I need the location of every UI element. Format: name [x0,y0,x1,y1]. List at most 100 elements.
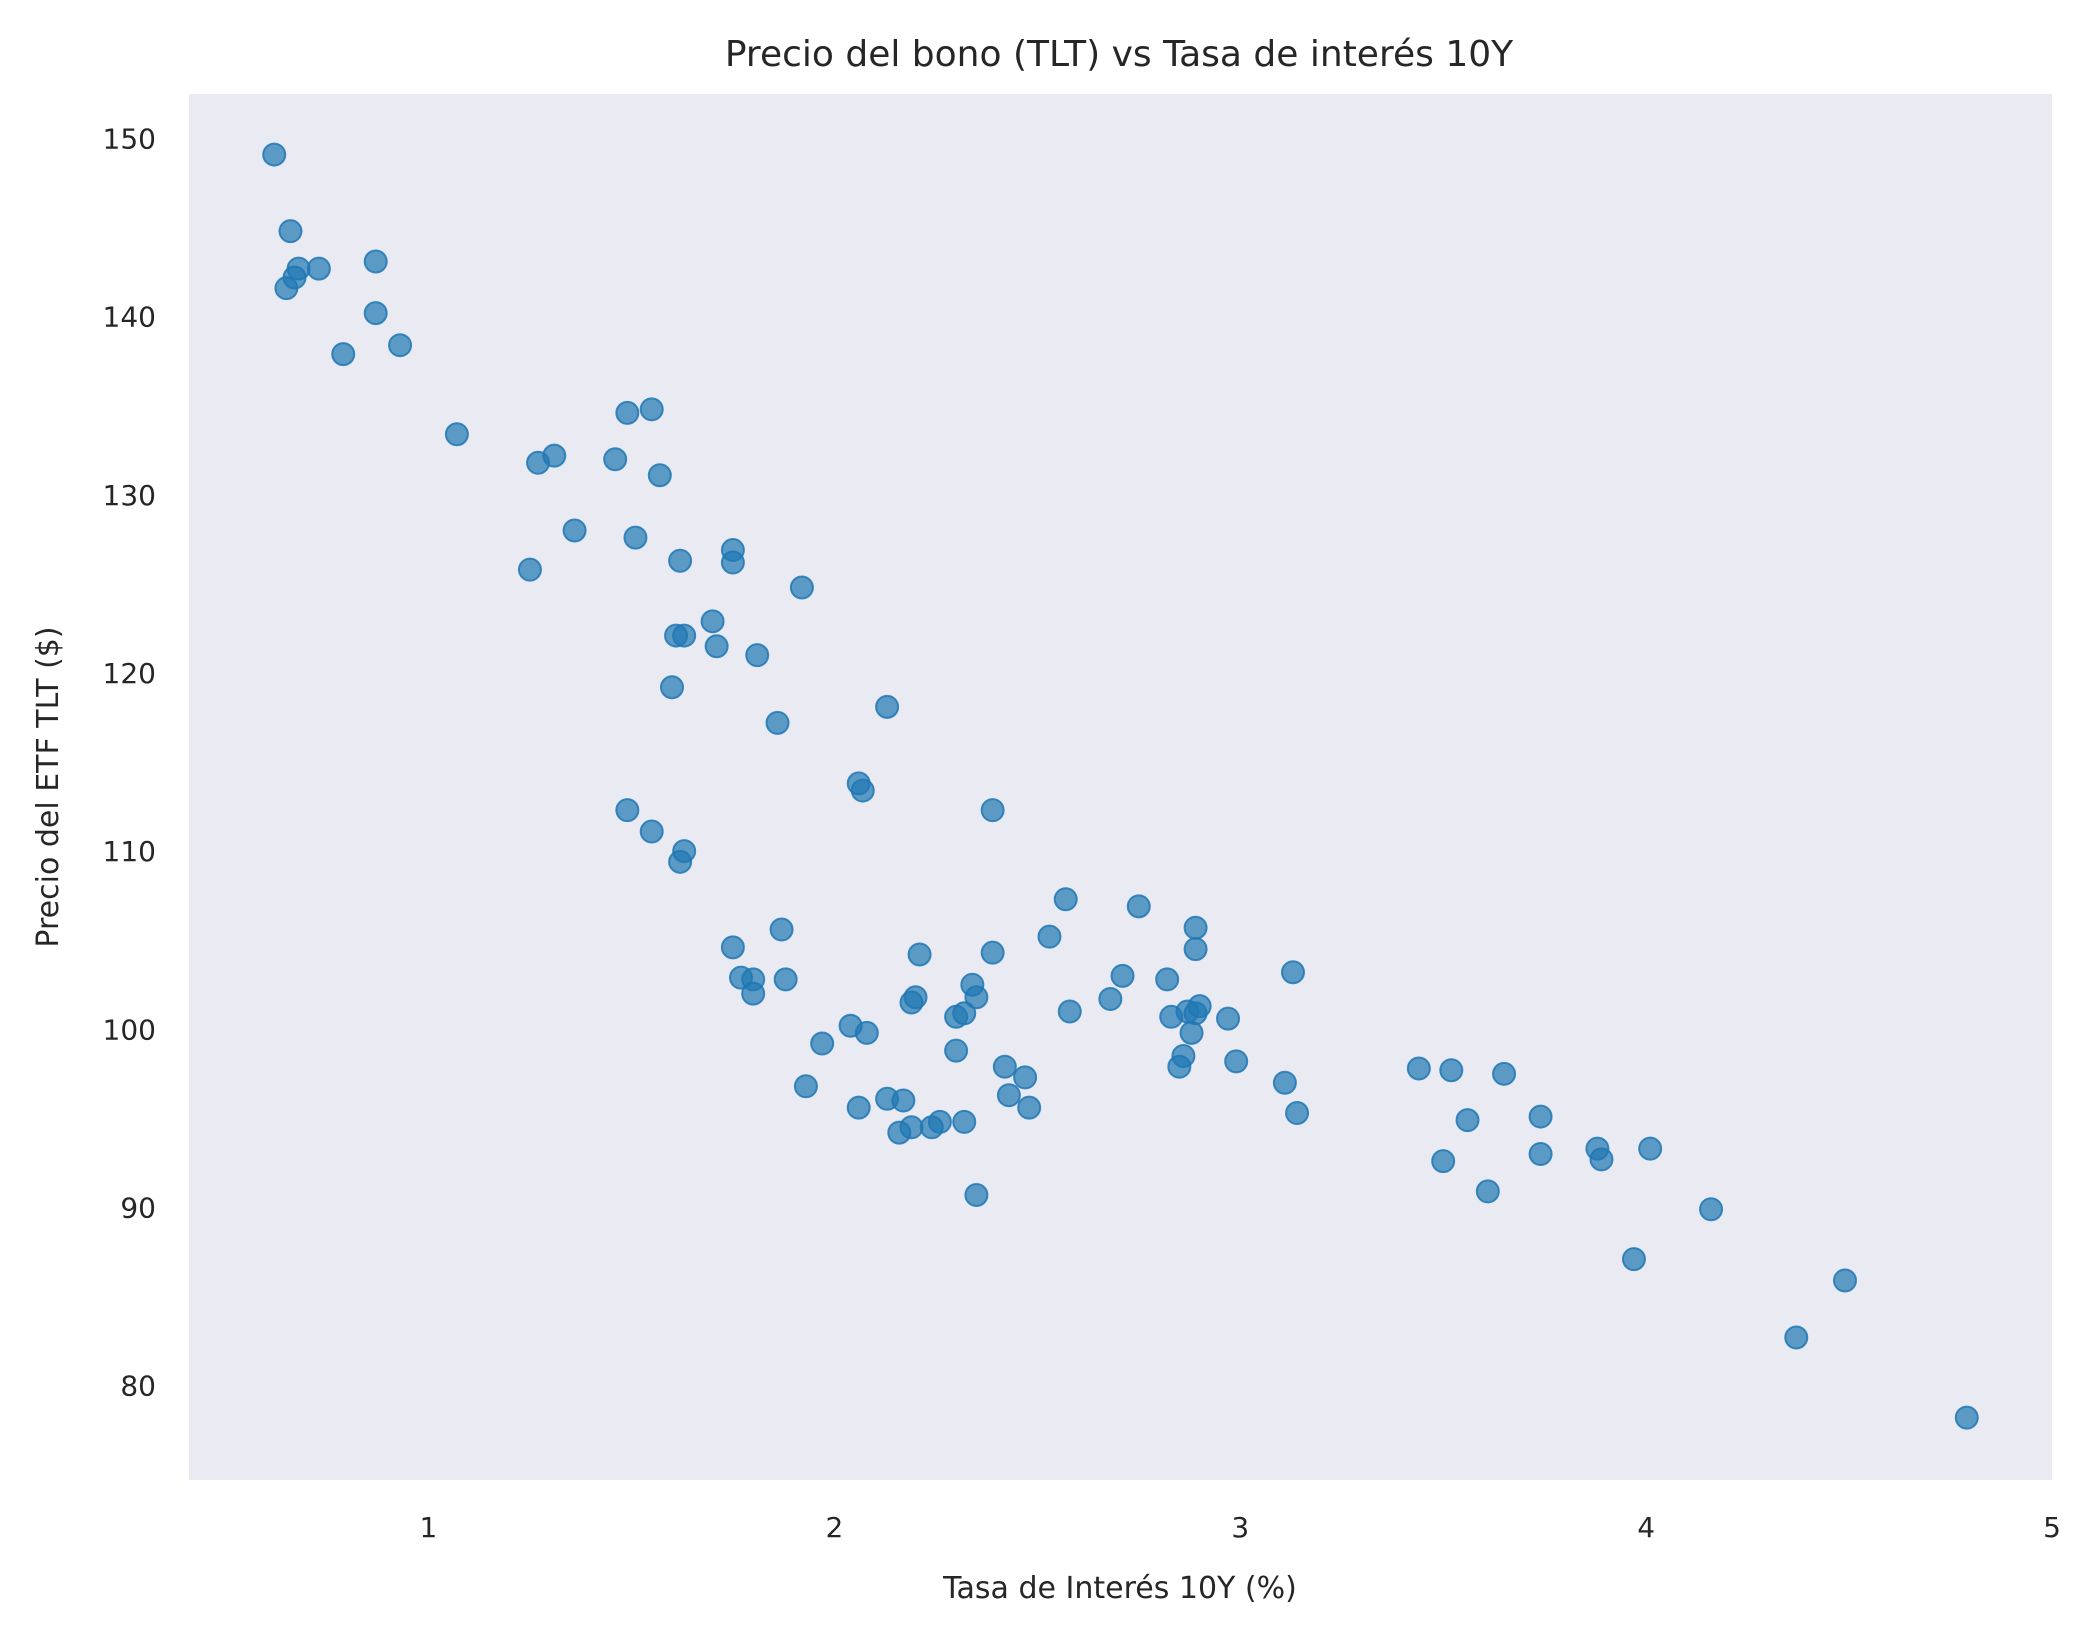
scatter-point [1179,1020,1204,1045]
scatter-point [1053,887,1078,912]
scatter-point [980,798,1005,823]
scatter-point [769,917,794,942]
scatter-point [660,675,684,700]
scatter-point [1492,1061,1517,1086]
scatter-point [810,1031,835,1056]
scatter-point [363,301,388,326]
scatter-point [992,1054,1017,1079]
scatter-point [1037,924,1062,949]
scatter-point [704,634,729,659]
scatter-point [1954,1405,1979,1430]
scatter-point [944,1038,969,1063]
scatter-point [964,985,989,1010]
scatter-point [388,333,413,358]
scatter-point [542,443,567,468]
scatter-point [668,548,693,573]
scatter-point [720,935,745,960]
scatter-point [1475,1179,1500,1204]
scatter-point [846,1095,871,1120]
data-points [262,142,1979,1430]
scatter-point [1285,1101,1310,1126]
y-tick-label: 130 [103,479,156,512]
scatter-point [1621,1247,1646,1272]
scatter-point [274,276,299,301]
scatter-point [615,400,640,425]
scatter-point [1431,1149,1456,1174]
scatter-point [562,518,587,543]
scatter-point [850,778,875,803]
scatter-point [854,1020,879,1045]
y-tick-label: 150 [103,123,156,156]
y-tick-label: 120 [103,657,156,690]
scatter-point [1699,1197,1724,1222]
x-tick-label: 3 [1231,1511,1249,1544]
scatter-point [1167,1054,1192,1079]
scatter-point [745,643,770,668]
scatter-point [603,447,628,472]
scatter-point [700,609,725,634]
y-axis-ticks: 80 90 100 110 120 130 140 150 [103,123,156,1403]
scatter-point [919,1115,944,1140]
scatter-point [517,557,542,582]
scatter-point [647,463,672,488]
scatter-point [899,990,924,1015]
scatter-point [952,1109,977,1134]
scatter-point [720,550,745,575]
plot-area [189,94,2052,1480]
scatter-point [1126,894,1151,919]
scatter-point [444,422,469,447]
chart-title: Precio del bono (TLT) vs Tasa de interés… [725,34,1514,75]
scatter-point [1183,937,1208,962]
scatter-point [1455,1108,1480,1133]
scatter-point [331,342,356,367]
scatter-point [773,967,798,992]
scatter-point [1272,1070,1297,1095]
y-tick-label: 100 [103,1013,156,1046]
scatter-point [1638,1136,1663,1161]
scatter-point [980,940,1005,965]
x-tick-label: 5 [2043,1511,2061,1544]
scatter-point [668,849,693,874]
scatter-point [306,256,331,281]
scatter-point [1589,1147,1614,1172]
scatter-point [1110,963,1135,988]
scatter-point [907,942,932,967]
scatter-point [1013,1065,1038,1090]
scatter-point [887,1120,912,1145]
scatter-point [765,710,790,735]
scatter-point [623,525,648,550]
scatter-point [1528,1141,1553,1166]
scatter-point [1833,1268,1857,1293]
scatter-point [1057,999,1082,1024]
scatter-point [1224,1049,1249,1074]
y-tick-label: 90 [120,1191,156,1224]
scatter-point [615,798,640,823]
y-tick-label: 110 [103,835,156,868]
scatter-point [1155,967,1180,992]
scatter-point [1216,1006,1241,1031]
scatter-point [639,397,664,422]
scatter-point [1784,1325,1809,1350]
scatter-point [639,819,664,844]
scatter-point [964,1182,989,1207]
scatter-point [1098,986,1123,1011]
scatter-point [278,219,303,244]
y-axis-label: Precio del ETF TLT ($) [31,626,66,947]
scatter-point [996,1083,1021,1108]
scatter-point [1017,1095,1042,1120]
scatter-point [891,1088,916,1113]
scatter-point [1439,1058,1464,1083]
x-tick-label: 2 [825,1511,843,1544]
scatter-point [1183,915,1208,940]
x-axis-ticks: 1 2 3 4 5 [420,1511,2061,1544]
scatter-point [793,1074,818,1099]
scatter-point [672,623,697,648]
scatter-point [363,249,388,274]
scatter-point [1281,960,1305,985]
scatter-point [952,1001,977,1026]
scatter-point [741,981,766,1006]
scatter-point [1406,1056,1431,1081]
y-tick-label: 140 [103,301,156,334]
x-tick-label: 4 [1637,1511,1655,1544]
